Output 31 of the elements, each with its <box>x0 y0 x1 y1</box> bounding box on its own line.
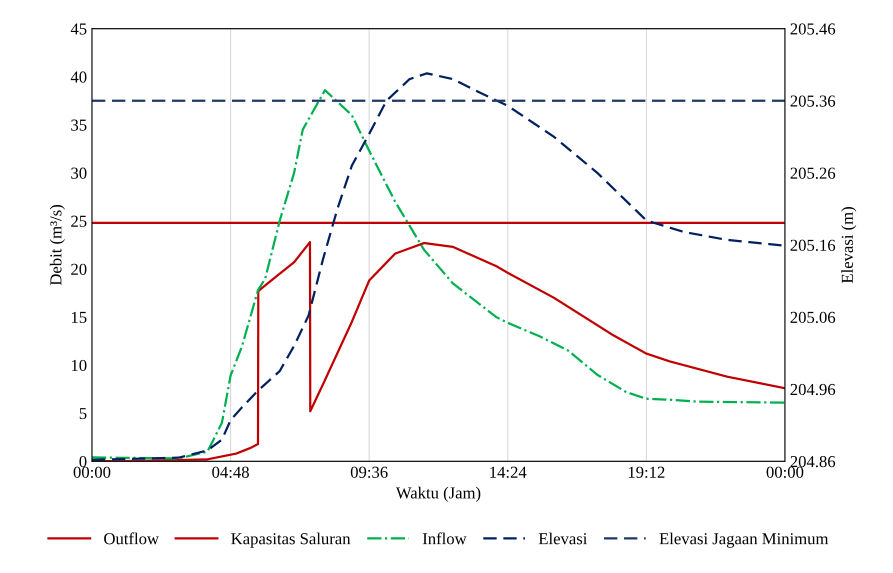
legend-label: Kapasitas Saluran <box>231 532 350 548</box>
y2-tick-label: 205.26 <box>790 168 836 179</box>
y-tick-label: 40 <box>70 71 86 83</box>
legend-label: Elevasi Jagaan Minimum <box>660 532 828 548</box>
legend-label: Elevasi <box>538 532 588 544</box>
y2-tick-label: 205.46 <box>790 23 836 35</box>
y-tick-label: 35 <box>71 120 86 131</box>
y2-tick-label: 204.96 <box>790 384 836 396</box>
y-tick-label: 15 <box>72 312 86 324</box>
x-tick-label: 04:48 <box>212 466 249 478</box>
y-tick-label: 25 <box>71 216 86 227</box>
y-tick-label: 45 <box>70 23 86 35</box>
y-tick-label: 30 <box>71 168 86 179</box>
y2-tick-label: 205.16 <box>790 240 836 251</box>
x-axis-title: Waktu (Jam) <box>396 486 480 502</box>
y-tick-label: 5 <box>80 408 86 420</box>
x-tick-label: 00:00 <box>74 466 110 478</box>
x-tick-label: 00:00 <box>766 466 804 478</box>
x-tick-label: 09:36 <box>350 466 388 478</box>
y2-tick-label: 205.06 <box>790 312 836 324</box>
x-tick-label: 14:24 <box>490 466 526 478</box>
y-tick-label: 0 <box>79 456 86 468</box>
y-tick-label: 10 <box>72 360 86 372</box>
legend-label: Outflow <box>104 532 159 544</box>
y-axis-title: Debit (m³/s) <box>50 205 65 286</box>
x-tick-label: 19:12 <box>628 466 664 478</box>
y2-tick-label: 204.86 <box>790 456 836 468</box>
y2-axis-title: Elevasi (m) <box>841 207 856 284</box>
y2-tick-label: 205.36 <box>790 95 836 107</box>
legend-label: Inflow <box>422 532 467 544</box>
y-tick-label: 20 <box>71 264 86 275</box>
